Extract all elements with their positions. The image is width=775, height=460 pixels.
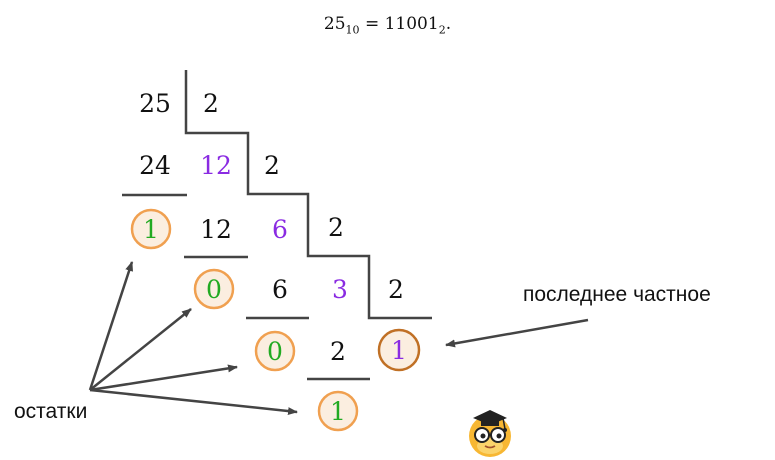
remainder-circle-1 bbox=[130, 208, 172, 250]
remainder-value-4: 1 bbox=[330, 397, 346, 426]
arrow-to-remainder-4 bbox=[89, 388, 298, 416]
arrow-to-remainder-1 bbox=[88, 261, 134, 391]
divisor-value-4: 2 bbox=[388, 275, 404, 304]
arrow-to-remainder-2 bbox=[89, 308, 192, 391]
arrow-to-remainder-3 bbox=[89, 364, 238, 392]
quotient-value-3: 3 bbox=[332, 275, 348, 304]
remainder-value-3: 0 bbox=[267, 337, 283, 366]
formula-period: . bbox=[445, 14, 452, 34]
remainder-circle-4 bbox=[317, 390, 359, 432]
product-value-1: 24 bbox=[139, 151, 171, 180]
product-value-4: 2 bbox=[330, 337, 346, 366]
divisor-value-3: 2 bbox=[328, 213, 344, 242]
last-quotient-circle bbox=[377, 328, 421, 372]
remainder-circle-3 bbox=[254, 330, 296, 372]
last-quotient-value: 1 bbox=[391, 336, 407, 365]
division-bracket-lines bbox=[122, 70, 432, 381]
formula-equals: = bbox=[364, 14, 380, 34]
divisor-value-1: 2 bbox=[203, 89, 219, 118]
product-value-2: 12 bbox=[200, 215, 232, 244]
quotient-value-1: 12 bbox=[200, 151, 232, 180]
divisor-value-2: 2 bbox=[264, 151, 280, 180]
annotation-arrows bbox=[88, 261, 589, 416]
quotient-value-2: 6 bbox=[272, 215, 288, 244]
formula-decimal: 25 bbox=[323, 14, 346, 34]
remainder-circles bbox=[130, 208, 421, 432]
formula-binary-base: 2 bbox=[438, 23, 446, 37]
product-value-3: 6 bbox=[272, 275, 288, 304]
remainder-value-1: 1 bbox=[143, 215, 159, 244]
formula-decimal-base: 10 bbox=[345, 23, 360, 37]
remainder-circle-2 bbox=[193, 268, 235, 310]
last-quotient-label: последнее частное bbox=[523, 283, 711, 306]
remainders-label: остатки bbox=[14, 400, 87, 423]
remainder-value-2: 0 bbox=[206, 275, 222, 304]
division-bracket bbox=[184, 70, 432, 320]
arrow-to-last-quotient bbox=[445, 318, 589, 348]
binary-conversion-formula: 2510 = 110012. bbox=[0, 14, 775, 36]
owl-graduate-icon bbox=[469, 410, 511, 457]
division-numbers: 25 2 24 12 2 1 12 6 2 0 6 3 2 0 2 1 1 bbox=[139, 89, 407, 426]
dividend-value: 25 bbox=[139, 89, 171, 118]
formula-binary: 11001 bbox=[384, 14, 439, 34]
